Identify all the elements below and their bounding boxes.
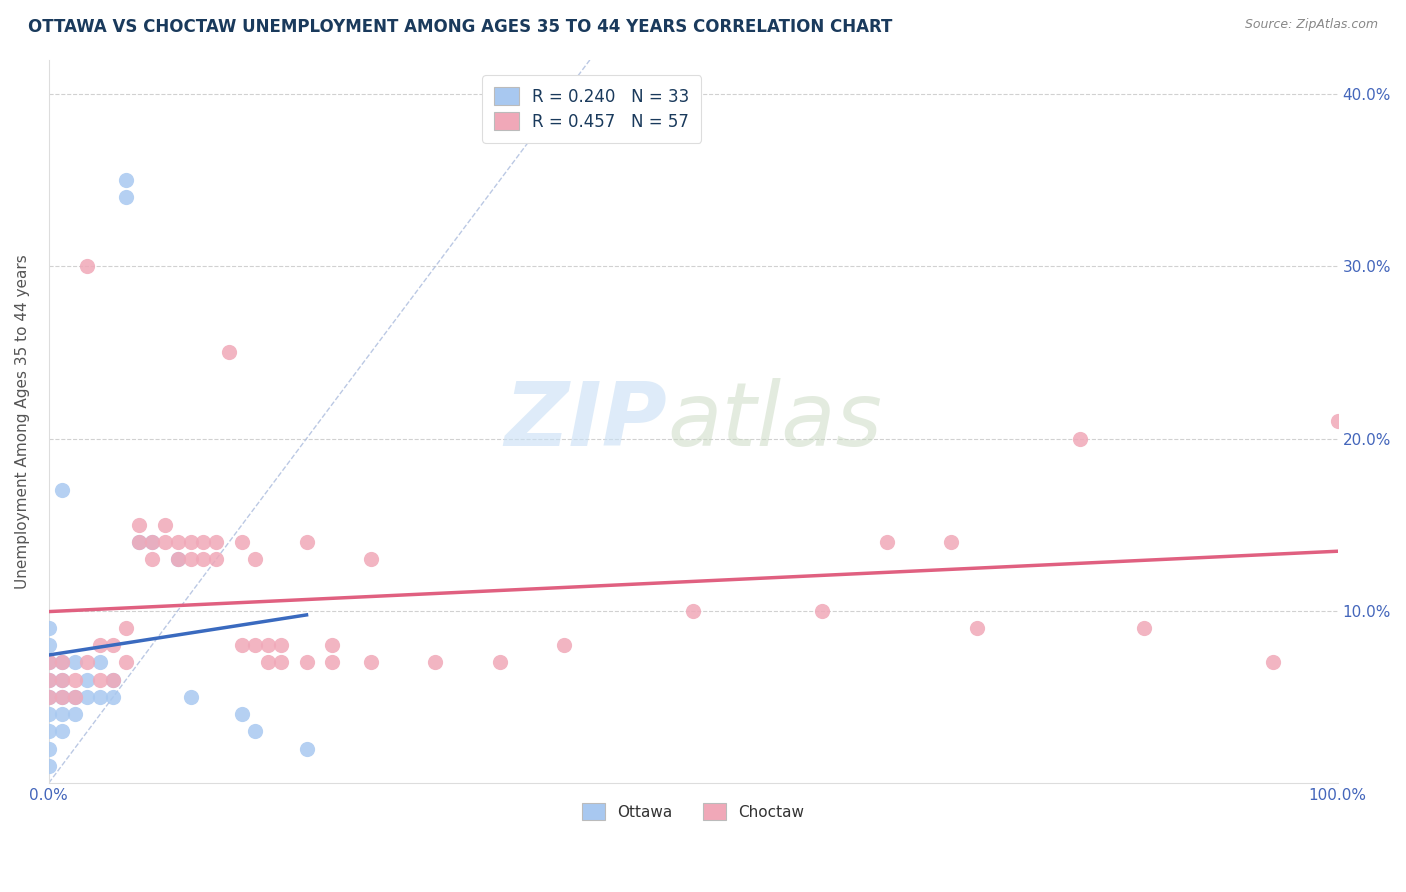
Point (1069, 432, 1091, 446)
Point (51, 707, 73, 722)
Y-axis label: Unemployment Among Ages 35 to 44 years: Unemployment Among Ages 35 to 44 years (15, 254, 30, 589)
Point (141, 535, 163, 549)
Point (51, 673, 73, 687)
Point (76, 690, 98, 704)
Point (425, 656, 447, 670)
Point (243, 638, 266, 652)
Text: atlas: atlas (668, 378, 883, 465)
Point (180, 552, 202, 566)
Point (180, 690, 202, 704)
Point (76, 260, 98, 274)
Text: OTTAWA VS CHOCTAW UNEMPLOYMENT AMONG AGES 35 TO 44 YEARS CORRELATION CHART: OTTAWA VS CHOCTAW UNEMPLOYMENT AMONG AGE… (28, 18, 893, 36)
Text: ZIP: ZIP (505, 378, 668, 465)
Point (166, 552, 188, 566)
Point (38, 673, 60, 687)
Point (193, 535, 215, 549)
Point (103, 638, 125, 652)
Point (38, 656, 60, 670)
Point (89, 638, 111, 652)
Point (321, 638, 343, 652)
Point (811, 604, 834, 618)
Text: Source: ZipAtlas.com: Source: ZipAtlas.com (1244, 18, 1378, 31)
Point (63, 690, 86, 704)
Point (205, 552, 228, 566)
Point (180, 535, 202, 549)
Point (103, 690, 125, 704)
Point (63, 656, 86, 670)
Point (321, 656, 343, 670)
Point (51, 690, 73, 704)
Point (76, 656, 98, 670)
Point (966, 621, 988, 635)
Point (1263, 656, 1285, 670)
Point (360, 552, 382, 566)
Point (876, 535, 898, 549)
Point (38, 621, 60, 635)
Point (38, 638, 60, 652)
Point (231, 638, 253, 652)
Point (38, 707, 60, 722)
Point (270, 656, 292, 670)
Point (1133, 621, 1156, 635)
Point (38, 741, 60, 756)
Point (63, 673, 86, 687)
Point (51, 483, 73, 498)
Point (243, 552, 266, 566)
Point (270, 638, 292, 652)
Point (205, 535, 228, 549)
Point (51, 673, 73, 687)
Point (939, 535, 962, 549)
Point (128, 535, 150, 549)
Point (115, 173, 138, 187)
Point (166, 552, 188, 566)
Point (489, 656, 512, 670)
Point (38, 759, 60, 773)
Point (115, 190, 138, 204)
Point (103, 673, 125, 687)
Point (1326, 414, 1348, 428)
Point (115, 621, 138, 635)
Point (193, 552, 215, 566)
Point (51, 724, 73, 739)
Point (231, 535, 253, 549)
Point (141, 535, 163, 549)
Point (38, 690, 60, 704)
Point (103, 673, 125, 687)
Point (257, 656, 280, 670)
Point (51, 690, 73, 704)
Point (89, 690, 111, 704)
Point (128, 517, 150, 532)
Point (51, 656, 73, 670)
Point (38, 656, 60, 670)
Point (89, 673, 111, 687)
Point (360, 656, 382, 670)
Legend: Ottawa, Choctaw: Ottawa, Choctaw (576, 797, 810, 826)
Point (128, 535, 150, 549)
Point (153, 517, 176, 532)
Point (153, 535, 176, 549)
Point (38, 673, 60, 687)
Point (63, 707, 86, 722)
Point (38, 724, 60, 739)
Point (243, 724, 266, 739)
Point (38, 690, 60, 704)
Point (682, 604, 704, 618)
Point (166, 535, 188, 549)
Point (231, 707, 253, 722)
Point (553, 638, 575, 652)
Point (63, 690, 86, 704)
Point (295, 741, 318, 756)
Point (51, 656, 73, 670)
Point (295, 656, 318, 670)
Point (257, 638, 280, 652)
Point (218, 345, 240, 359)
Point (141, 552, 163, 566)
Point (76, 673, 98, 687)
Point (115, 656, 138, 670)
Point (89, 656, 111, 670)
Point (295, 535, 318, 549)
